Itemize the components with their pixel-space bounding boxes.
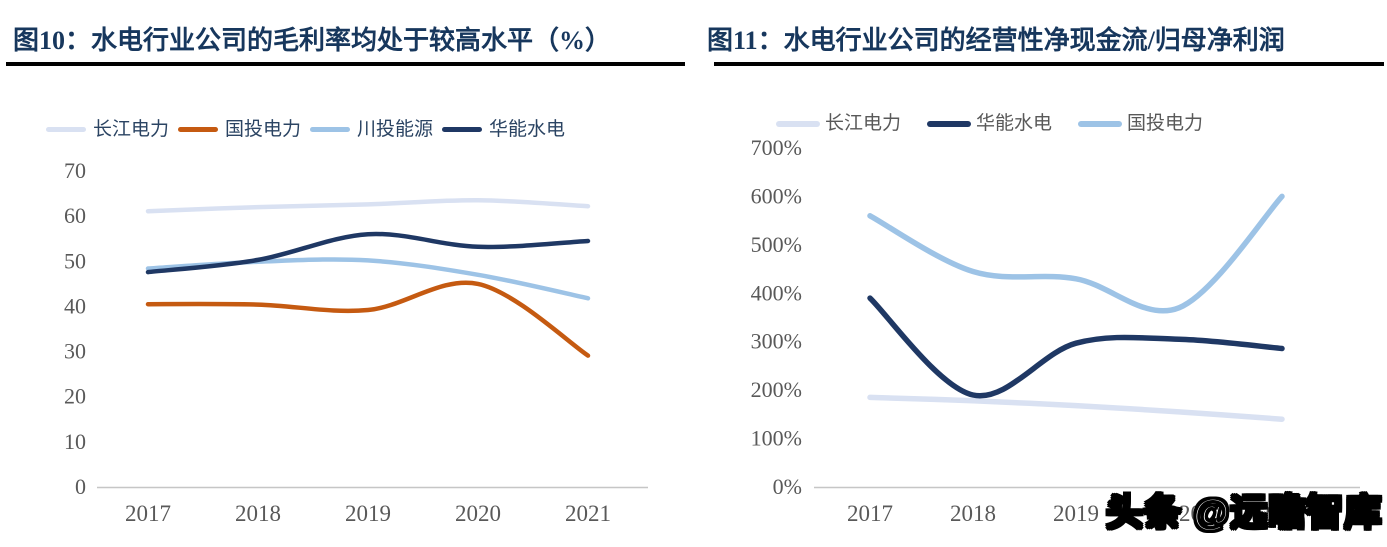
figure-11-title-divider — [714, 62, 1384, 66]
series-line-华能水电 — [867, 295, 1285, 399]
legend-label: 川投能源 — [357, 119, 434, 140]
figure-11-line-chart: 0% 100% 200% 300% 400% 500% 600% 700% 2017 2018 20… — [751, 135, 1360, 526]
x-tick-label: 2017 — [125, 501, 171, 526]
legend-item: 华能水电 — [442, 120, 565, 139]
legend-label: 长江电力 — [825, 113, 902, 134]
legend-swatch-icon — [310, 127, 351, 132]
y-tick-label: 20 — [64, 384, 86, 409]
x-tick-label: 2018 — [235, 501, 281, 526]
legend-item: 川投能源 — [310, 120, 433, 139]
y-tick-label: 200% — [751, 377, 802, 402]
x-tick-label: 2020 — [1156, 501, 1202, 526]
y-tick-label: 50 — [64, 248, 86, 273]
legend-item: 国投电力 — [1078, 114, 1203, 133]
legend-swatch-icon — [1078, 120, 1123, 127]
y-tick-label: 0% — [773, 474, 802, 499]
legend-label: 国投电力 — [1127, 113, 1204, 134]
series-line-国投电力 — [867, 193, 1285, 314]
x-tick-label: 2019 — [345, 501, 391, 526]
y-tick-label: 30 — [64, 339, 86, 364]
y-tick-label: 100% — [751, 426, 802, 451]
x-tick-label: 2018 — [950, 501, 996, 526]
y-tick-label: 700% — [751, 135, 802, 160]
y-tick-label: 40 — [64, 293, 86, 318]
figure-10-title-divider — [6, 62, 685, 66]
legend-swatch-icon — [927, 120, 972, 127]
x-tick-label: 2021 — [1259, 501, 1305, 526]
legend-item: 长江电力 — [46, 120, 169, 139]
figure-10-panel: 图10：水电行业公司的毛利率均处于较高水平（%） 长江电力 国投电力 川投能源 华能水… — [0, 0, 693, 547]
y-tick-label: 60 — [64, 203, 86, 228]
series-line-国投电力 — [145, 280, 591, 358]
x-tick-label: 2017 — [847, 501, 893, 526]
legend-swatch-icon — [442, 127, 483, 132]
legend-swatch-icon — [46, 127, 86, 132]
y-tick-label: 400% — [751, 280, 802, 305]
x-tick-label: 2020 — [455, 501, 501, 526]
y-tick-label: 300% — [751, 329, 802, 354]
legend-swatch-icon — [776, 120, 820, 127]
figure-10-legend: 长江电力 国投电力 川投能源 华能水电 — [46, 120, 565, 139]
figure-10-line-chart: 0 10 20 30 40 50 60 70 2017 2018 2019 2020 2021 — [64, 158, 648, 526]
legend-label: 国投电力 — [225, 119, 302, 140]
y-tick-label: 10 — [64, 429, 86, 454]
x-tick-label: 2021 — [565, 501, 611, 526]
y-tick-label: 0 — [75, 474, 86, 499]
y-tick-label: 600% — [751, 183, 802, 208]
y-tick-label: 500% — [751, 232, 802, 257]
series-line-长江电力 — [867, 394, 1285, 422]
series-line-长江电力 — [145, 198, 591, 214]
figure-11-title: 图11：水电行业公司的经营性净现金流/归母净利润 — [707, 26, 1285, 55]
legend-label: 华能水电 — [489, 119, 566, 140]
series-line-华能水电 — [145, 231, 591, 275]
legend-item: 长江电力 — [776, 114, 901, 133]
watermark: 头条 @远瞻智库 — [1105, 491, 1383, 534]
legend-item: 国投电力 — [178, 120, 301, 139]
x-tick-label: 2019 — [1053, 501, 1099, 526]
legend-item: 华能水电 — [927, 114, 1052, 133]
legend-swatch-icon — [178, 127, 219, 132]
y-tick-label: 70 — [64, 158, 86, 183]
legend-label: 华能水电 — [976, 113, 1053, 134]
legend-label: 长江电力 — [93, 119, 170, 140]
figure-10-title: 图10：水电行业公司的毛利率均处于较高水平（%） — [13, 26, 612, 55]
figure-11-legend: 长江电力 华能水电 国投电力 — [776, 114, 1203, 133]
figure-11-panel: 图11：水电行业公司的经营性净现金流/归母净利润 长江电力 华能水电 国投电力 0%… — [694, 0, 1387, 547]
